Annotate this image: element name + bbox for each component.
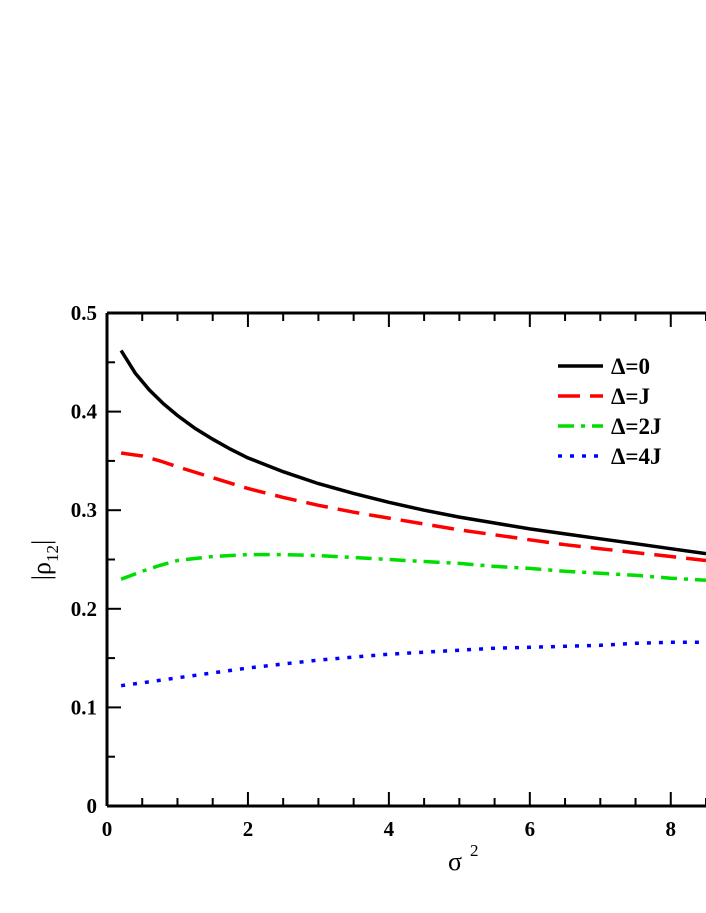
x-tick-label: 6 — [525, 817, 536, 841]
y-tick-label: 0.3 — [71, 498, 97, 522]
plot-area — [119, 349, 706, 688]
series-line-4 — [120, 640, 706, 688]
y-tick-label: 0.4 — [71, 400, 98, 424]
x-axis-title-superscript: 2 — [470, 841, 479, 860]
x-tick-label: 2 — [243, 817, 254, 841]
series-line-3 — [120, 552, 706, 582]
series-line-1 — [119, 349, 706, 556]
axes: 0 2 4 6 8 0 0.1 0.2 0.3 0.4 0.5 — [71, 301, 706, 841]
x-tick-label: 8 — [666, 817, 677, 841]
legend-label-2: Δ=J — [611, 384, 650, 409]
y-axis-title-text: |ρ12| — [27, 540, 62, 580]
y-tick-label: 0.2 — [71, 597, 97, 621]
x-axis-title: σ — [448, 847, 462, 876]
y-tick-label: 0.1 — [71, 695, 97, 719]
legend-label-4: Δ=4J — [611, 444, 662, 469]
legend: Δ=0 Δ=J Δ=2J Δ=4J — [558, 354, 662, 469]
axis-titles: σ 2|ρ12| — [27, 540, 479, 876]
legend-label-3: Δ=2J — [611, 414, 662, 439]
x-tick-label: 0 — [102, 817, 113, 841]
x-tick-label: 4 — [384, 817, 395, 841]
series-line-2 — [120, 451, 706, 563]
y-tick-label: 0 — [87, 794, 98, 818]
legend-label-1: Δ=0 — [611, 354, 650, 379]
y-axis-title: |ρ12| — [27, 540, 62, 580]
y-tick-label: 0.5 — [71, 301, 97, 325]
